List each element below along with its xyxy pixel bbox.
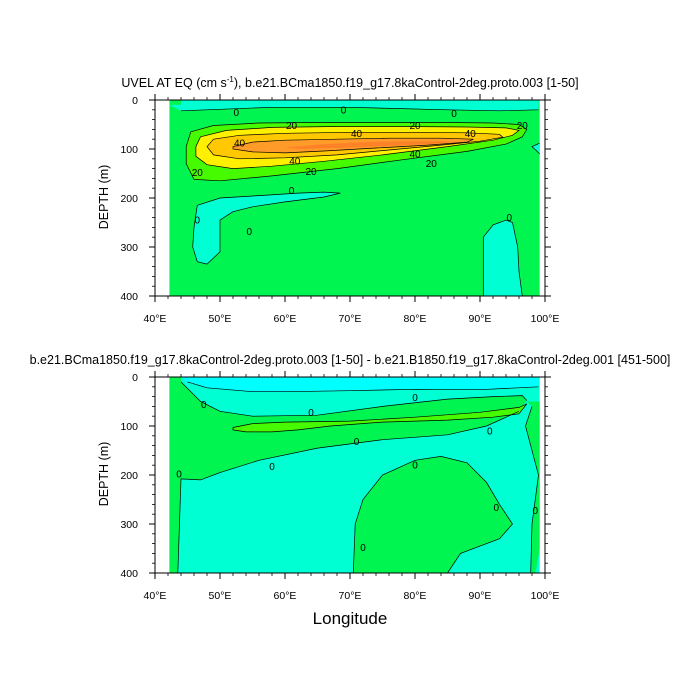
contour-label: 0	[246, 227, 252, 238]
contour-line	[180, 381, 528, 417]
x-tick-label: 100°E	[531, 313, 560, 325]
contour-label: 0	[354, 437, 360, 448]
x-axis-label: Longitude	[313, 609, 388, 628]
contour-line	[531, 142, 540, 155]
contour-label: 0	[412, 461, 418, 472]
contour-label: 40	[234, 139, 246, 150]
y-tick-label: 400	[120, 291, 138, 303]
contour-label: 20	[426, 159, 438, 170]
contour-line	[180, 106, 539, 112]
y-tick-label: 200	[120, 193, 138, 205]
contour-line	[352, 456, 513, 573]
contour-line	[192, 191, 341, 265]
contour-line	[206, 131, 504, 160]
contour-label: 20	[286, 121, 298, 132]
x-tick-label: 80°E	[404, 313, 427, 325]
panel-top: UVEL AT EQ (cm s-1), b.e21.BCma1850.f19_…	[97, 75, 579, 325]
y-tick-label: 0	[132, 95, 138, 107]
x-tick-label: 90°E	[469, 313, 492, 325]
y-tick-label: 300	[120, 242, 138, 254]
panel-top-title: UVEL AT EQ (cm s-1), b.e21.BCma1850.f19_…	[121, 75, 578, 90]
contour-line	[187, 381, 539, 393]
x-tick-label: 50°E	[209, 313, 232, 325]
contour-line	[177, 410, 520, 573]
contour-label: 0	[269, 462, 275, 473]
contour-label: 40	[351, 129, 363, 140]
x-tick-label: 40°E	[144, 590, 167, 602]
x-tick-label: 60°E	[274, 313, 297, 325]
contour-fill	[285, 141, 454, 149]
panel-top-ylabel: DEPTH (m)	[97, 165, 111, 230]
contour-label: 40	[409, 149, 421, 160]
y-tick-label: 200	[120, 470, 138, 482]
contour-fill	[353, 456, 513, 573]
contour-fill	[483, 220, 523, 296]
contour-label: 0	[506, 213, 512, 224]
contour-label: 0	[360, 543, 366, 554]
y-tick-label: 400	[120, 568, 138, 580]
contour-line	[525, 406, 539, 573]
contour-line	[185, 122, 528, 182]
contour-label: 0	[308, 408, 314, 419]
contour-label: 20	[409, 121, 421, 132]
contour-label: 20	[517, 121, 529, 132]
x-tick-label: 50°E	[209, 590, 232, 602]
x-tick-label: 70°E	[339, 313, 362, 325]
x-tick-label: 100°E	[531, 590, 560, 602]
contour-label: 0	[341, 105, 347, 116]
contour-fill	[192, 192, 341, 265]
contour-label: 0	[532, 506, 538, 517]
x-tick-label: 40°E	[144, 313, 167, 325]
contour-label: 0	[201, 400, 207, 411]
contour-line	[232, 403, 528, 433]
contour-line	[195, 126, 520, 169]
contour-field	[169, 377, 540, 573]
contour-label: 0	[487, 426, 493, 437]
panel-bottom-title: b.e21.BCma1850.f19_g17.8kaControl-2deg.p…	[30, 353, 671, 367]
contour-label: 40	[465, 129, 477, 140]
x-tick-label: 60°E	[274, 590, 297, 602]
contour-line	[232, 137, 474, 154]
x-tick-label: 70°E	[339, 590, 362, 602]
contour-label: 0	[493, 503, 499, 514]
contour-line	[482, 219, 523, 296]
y-tick-label: 100	[120, 144, 138, 156]
contour-label: 0	[451, 109, 457, 120]
contour-field	[169, 100, 540, 296]
panel-bottom-ylabel: DEPTH (m)	[97, 442, 111, 507]
panel-bottom: b.e21.BCma1850.f19_g17.8kaControl-2deg.p…	[30, 353, 671, 602]
contour-fill	[181, 377, 539, 392]
x-tick-label: 90°E	[469, 590, 492, 602]
contour-fill	[525, 401, 540, 573]
contour-fill	[233, 403, 527, 432]
contour-label: 20	[192, 168, 204, 179]
y-tick-label: 100	[120, 421, 138, 433]
y-tick-label: 300	[120, 519, 138, 531]
contour-label: 20	[305, 167, 317, 178]
contour-label: 0	[233, 108, 239, 119]
contour-label: 0	[194, 216, 200, 227]
contour-label: 40	[289, 156, 301, 167]
x-tick-label: 80°E	[404, 590, 427, 602]
contour-fill	[169, 100, 539, 111]
contour-label: 0	[289, 186, 295, 197]
contour-label: 0	[176, 470, 182, 481]
y-tick-label: 0	[132, 372, 138, 384]
contour-label: 0	[412, 393, 418, 404]
